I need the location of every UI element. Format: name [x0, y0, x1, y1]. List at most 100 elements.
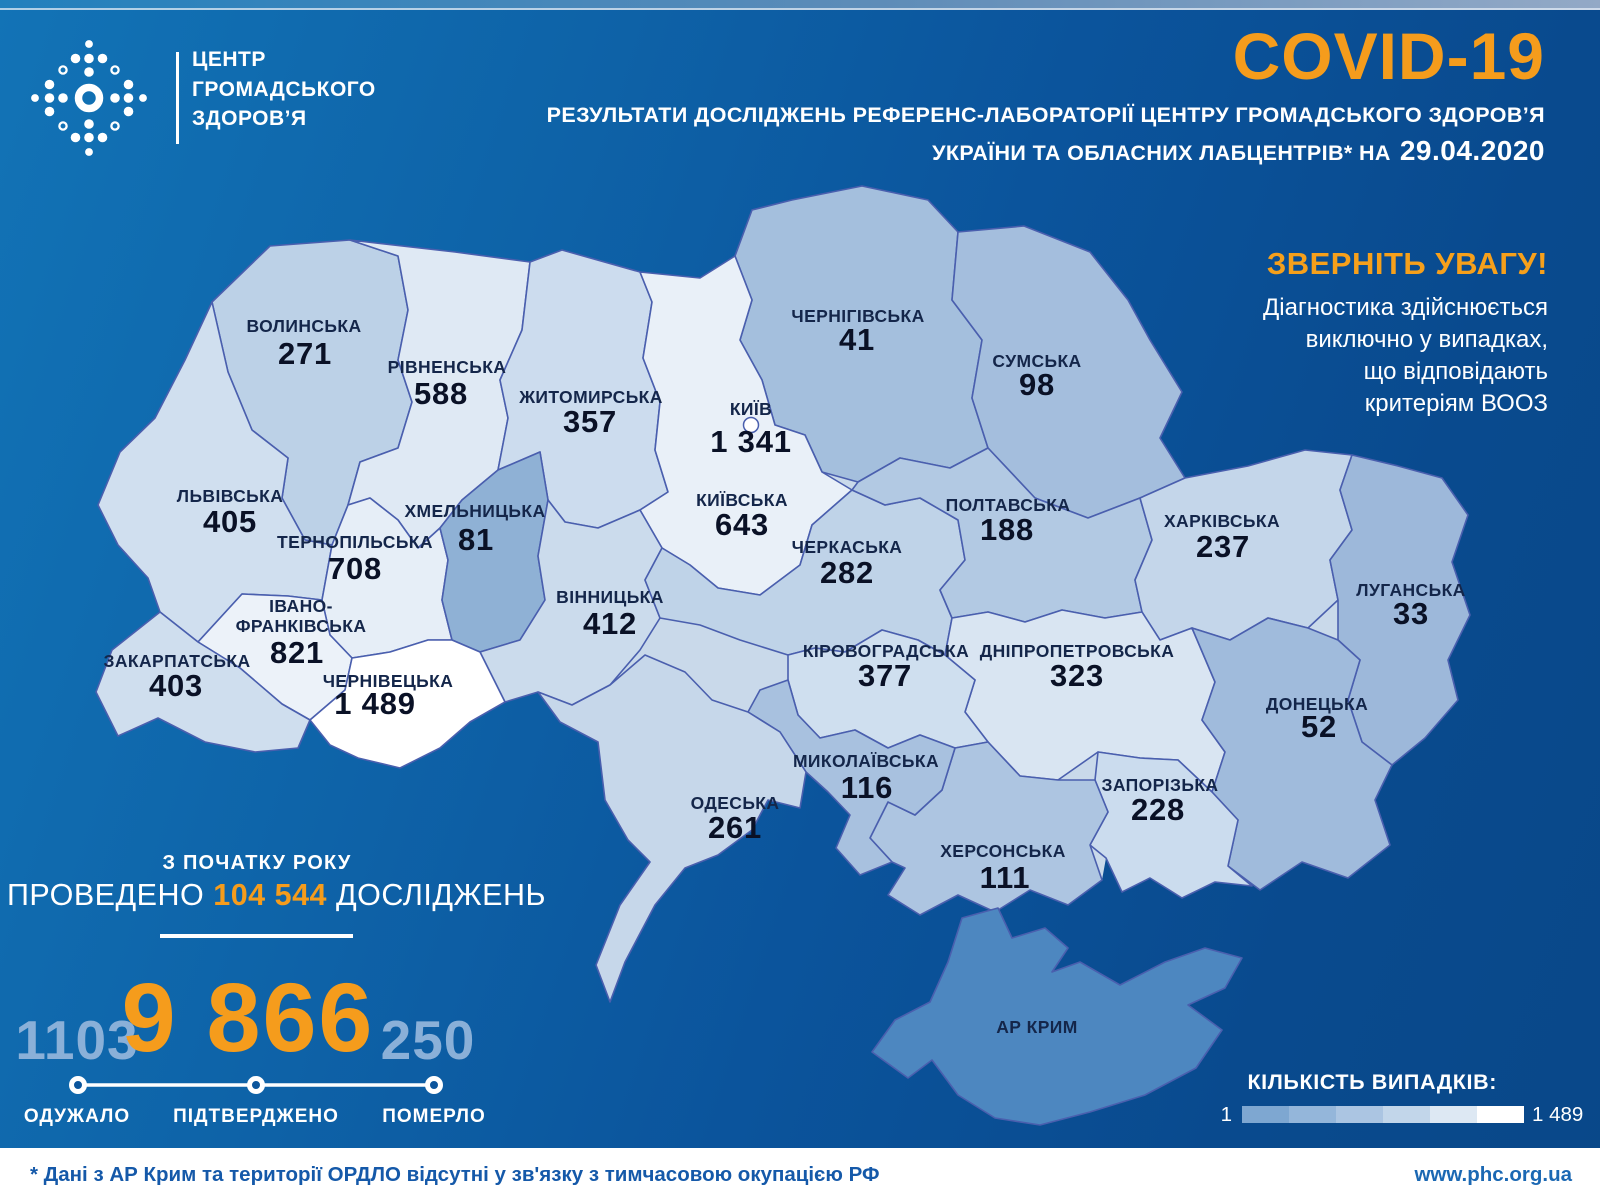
region-kirovohrad-label: КІРОВОГРАДСЬКА: [803, 641, 969, 661]
region-ivano-value: 821: [270, 635, 324, 670]
died-label: ПОМЕРЛО: [382, 1106, 486, 1127]
attention-line: виключно у випадках,: [1305, 326, 1548, 353]
region-chernihiv-value: 41: [839, 322, 875, 357]
region-poltava-label: ПОЛТАВСЬКА: [946, 495, 1071, 515]
footer-website-link[interactable]: www.phc.org.ua: [1414, 1163, 1572, 1186]
region-cherkasy-label: ЧЕРКАСЬКА: [792, 537, 903, 557]
confirmed-count: 9 866: [121, 963, 375, 1072]
legend-segment-3: [1336, 1106, 1383, 1123]
logo-divider: [176, 52, 179, 144]
kyiv-city-dot: [742, 416, 760, 434]
legend-max: 1 489: [1532, 1103, 1584, 1126]
attention-title: ЗВЕРНІТЬ УВАГУ!: [1266, 246, 1548, 281]
stats-divider: [160, 934, 353, 938]
region-khmelnytska-value: 81: [458, 522, 494, 557]
region-kherson-label: ХЕРСОНСЬКА: [940, 841, 1066, 861]
subtitle-line2: УКРАЇНИ ТА ОБЛАСНИХ ЛАБЦЕНТРІВ* НА 29.04…: [932, 135, 1545, 167]
report-date: 29.04.2020: [1399, 135, 1545, 166]
timeline-dot-confirmed: [247, 1076, 265, 1094]
timeline-dot-recovered: [69, 1076, 87, 1094]
region-sumy-label: СУМСЬКА: [992, 351, 1081, 371]
region-kharkiv-value: 237: [1196, 529, 1250, 564]
phc-logo-icon: [31, 40, 147, 156]
region-kyivska-label: КИЇВСЬКА: [696, 490, 788, 510]
region-kirovohrad-value: 377: [858, 658, 912, 693]
region-khmelnytska-label: ХМЕЛЬНИЦЬКА: [404, 501, 545, 521]
region-donetsk: [1191, 617, 1393, 891]
region-kyiv-city-label: КИЇВ: [730, 399, 772, 419]
region-kyivska-value: 643: [715, 507, 769, 542]
region-rivne-value: 588: [414, 376, 468, 411]
tested-count: 104 544: [213, 878, 327, 912]
region-ternopil-label: ТЕРНОПІЛЬСЬКА: [277, 532, 433, 552]
region-volyn-label: ВОЛИНСЬКА: [246, 316, 361, 336]
region-zhytomyr-value: 357: [563, 404, 617, 439]
region-chernivtsi-label: ЧЕРНІВЕЦЬКА: [323, 671, 454, 691]
recovered-label: ОДУЖАЛО: [23, 1106, 131, 1127]
region-odesa-value: 261: [708, 810, 762, 845]
region-dnipro-label: ДНІПРОПЕТРОВСЬКА: [980, 641, 1175, 661]
region-vinnytsia-value: 412: [583, 606, 637, 641]
region-zakarpattia-value: 403: [149, 668, 203, 703]
recovered-count: 1103: [15, 1009, 139, 1071]
region-mykolaiv-label: МИКОЛАЇВСЬКА: [793, 751, 939, 771]
timeline-dot-died: [425, 1076, 443, 1094]
region-kherson-value: 111: [980, 860, 1031, 895]
region-lviv-value: 405: [203, 504, 257, 539]
region-luhansk-label: ЛУГАНСЬКА: [1356, 580, 1465, 600]
region-kyiv-city-value: 1 341: [710, 424, 792, 459]
region-odesa-label: ОДЕСЬКА: [691, 793, 780, 813]
region-chernihiv-label: ЧЕРНІГІВСЬКА: [791, 306, 924, 326]
region-zakarpattia: [95, 611, 311, 753]
region-ivano-label2: ФРАНКІВСЬКА: [236, 616, 367, 636]
stats-tested-line: ПРОВЕДЕНО 104 544 ДОСЛІДЖЕНЬ: [7, 878, 546, 913]
region-luhansk-value: 33: [1393, 596, 1429, 631]
region-lviv-label: ЛЬВІВСЬКА: [177, 486, 283, 506]
legend-min: 1: [1220, 1103, 1232, 1126]
legend-segment-2: [1289, 1106, 1336, 1123]
region-ivano-label: ІВАНО-: [269, 596, 333, 616]
org-name-line1: ЦЕНТР: [192, 48, 266, 71]
attention-line: що відповідають: [1363, 358, 1548, 385]
region-sumy-value: 98: [1019, 367, 1055, 402]
region-vinnytsia-label: ВІННИЦЬКА: [556, 587, 664, 607]
footer-bar: * Дані з АР Крим та території ОРДЛО відс…: [0, 1148, 1600, 1201]
region-ternopil-value: 708: [328, 551, 382, 586]
legend-segment-4: [1383, 1106, 1430, 1123]
region-dnipro-value: 323: [1050, 658, 1104, 693]
footer-note: * Дані з АР Крим та території ОРДЛО відс…: [30, 1163, 880, 1186]
subtitle-line2-text: УКРАЇНИ ТА ОБЛАСНИХ ЛАБЦЕНТРІВ* НА: [932, 141, 1391, 165]
region-kharkiv-label: ХАРКІВСЬКА: [1164, 511, 1280, 531]
region-poltava-value: 188: [980, 512, 1034, 547]
attention-line: Діагностика здійснюється: [1263, 294, 1548, 321]
region-crimea-label: АР КРИМ: [996, 1017, 1077, 1037]
region-donetsk-label: ДОНЕЦЬКА: [1266, 694, 1368, 714]
legend-title: КІЛЬКІСТЬ ВИПАДКІВ:: [1247, 1070, 1497, 1094]
legend-segment-1: [1242, 1106, 1289, 1123]
top-accent-strip: [0, 0, 1600, 10]
legend-segment-5: [1430, 1106, 1477, 1123]
region-rivne-label: РІВНЕНСЬКА: [388, 357, 507, 377]
region-chernivtsi-value: 1 489: [334, 686, 416, 721]
page-title: COVID-19: [1232, 19, 1545, 93]
tested-suffix: ДОСЛІДЖЕНЬ: [335, 878, 547, 912]
region-zhytomyr-label: ЖИТОМИРСЬКА: [518, 387, 663, 407]
legend-gradient-bar: [1242, 1106, 1524, 1123]
region-cherkasy-value: 282: [820, 555, 874, 590]
died-count: 250: [380, 1009, 476, 1071]
confirmed-label: ПІДТВЕРДЖЕНО: [173, 1106, 339, 1127]
tested-prefix: ПРОВЕДЕНО: [7, 878, 205, 912]
region-chernivtsi: [309, 639, 506, 769]
region-donetsk-value: 52: [1301, 709, 1337, 744]
stats-timeline: [69, 1076, 443, 1094]
subtitle-line1: РЕЗУЛЬТАТИ ДОСЛІДЖЕНЬ РЕФЕРЕНС-ЛАБОРАТОР…: [546, 103, 1545, 127]
attention-block: ЗВЕРНІТЬ УВАГУ! Діагностика здійснюється…: [1263, 246, 1548, 420]
region-volyn-value: 271: [278, 336, 332, 371]
region-odesa: [537, 654, 807, 1003]
org-name: ЦЕНТР ГРОМАДСЬКОГО ЗДОРОВ’Я: [192, 45, 376, 134]
region-mykolaiv-value: 116: [841, 770, 893, 805]
region-zaporizhzhia-label: ЗАПОРІЗЬКА: [1102, 775, 1219, 795]
region-crimea: [871, 907, 1243, 1126]
